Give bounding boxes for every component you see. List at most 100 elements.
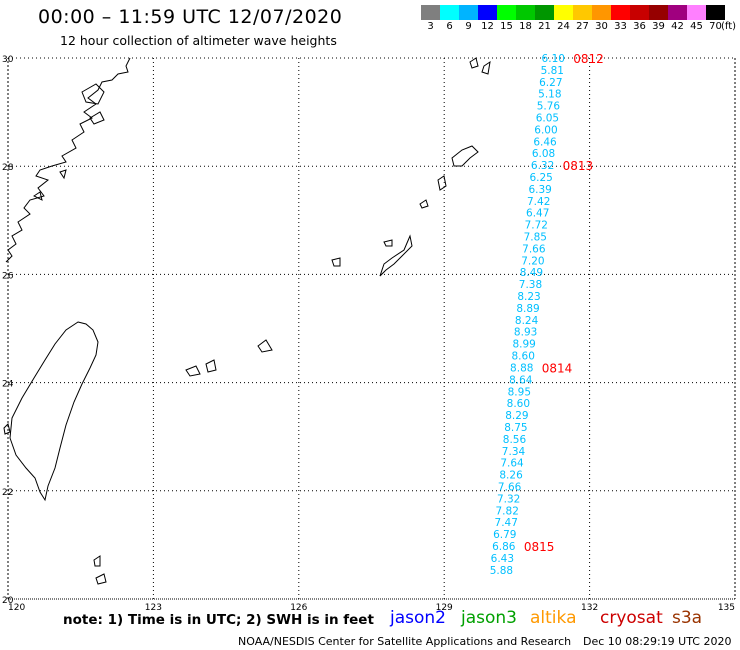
swh-value: 6.86 bbox=[492, 541, 516, 553]
lat-tick-label: 22 bbox=[2, 488, 13, 498]
swh-value: 8.95 bbox=[508, 386, 531, 398]
swh-value: 7.82 bbox=[496, 505, 519, 517]
okinawa-island bbox=[379, 234, 413, 277]
okinawa-island bbox=[383, 239, 393, 247]
swh-value: 7.66 bbox=[522, 243, 546, 255]
pass-time-label: 0812 bbox=[573, 52, 604, 66]
footer-credit: NOAA/NESDIS Center for Satellite Applica… bbox=[238, 635, 572, 648]
color-scale-label: 21 bbox=[538, 21, 551, 32]
swh-value: 8.89 bbox=[516, 303, 539, 315]
color-swatch bbox=[497, 5, 516, 20]
color-scale-unit: (ft) bbox=[721, 21, 737, 32]
swh-value: 6.39 bbox=[528, 184, 551, 196]
color-scale-label: 42 bbox=[671, 21, 684, 32]
map-title: 00:00 – 11:59 UTC 12/07/2020 bbox=[38, 6, 343, 28]
amami-island bbox=[451, 145, 479, 167]
lanyu-island bbox=[95, 573, 107, 585]
swh-value: 7.85 bbox=[524, 232, 547, 244]
color-scale-label: 33 bbox=[614, 21, 627, 32]
swh-value: 7.47 bbox=[495, 517, 518, 529]
color-scale-label: 18 bbox=[519, 21, 532, 32]
swh-value: 6.05 bbox=[536, 113, 559, 125]
wave-height-color-scale bbox=[421, 5, 725, 20]
coastline bbox=[3, 57, 491, 585]
swh-value: 8.60 bbox=[507, 398, 530, 410]
color-swatch bbox=[535, 5, 554, 20]
pass-time-label: 0815 bbox=[524, 540, 555, 554]
swh-value: 8.29 bbox=[505, 410, 528, 422]
color-swatch bbox=[421, 5, 440, 20]
lat-tick-label: 30 bbox=[2, 55, 14, 65]
lat-tick-label: 26 bbox=[2, 271, 14, 281]
swh-value: 5.76 bbox=[537, 101, 561, 113]
map-grid bbox=[7, 57, 736, 600]
swh-value: 8.23 bbox=[517, 291, 540, 303]
swh-value: 6.10 bbox=[542, 53, 565, 65]
satellite-legend-jason2: jason2 bbox=[390, 608, 446, 628]
color-scale-label: 24 bbox=[557, 21, 570, 32]
china-coastline bbox=[5, 57, 131, 263]
lon-tick-label: 135 bbox=[718, 603, 735, 613]
swh-value: 8.75 bbox=[504, 422, 527, 434]
satellite-legend-altika: altika bbox=[530, 608, 577, 628]
swh-value: 5.81 bbox=[541, 65, 564, 77]
lon-tick-label: 132 bbox=[581, 603, 598, 613]
ishigaki-island bbox=[205, 359, 217, 373]
lat-tick-label: 28 bbox=[2, 163, 14, 173]
color-scale-label: 3 bbox=[427, 21, 434, 32]
swh-value: 7.64 bbox=[500, 458, 524, 470]
color-scale-label: 6 bbox=[446, 21, 453, 32]
swh-value: 6.00 bbox=[534, 124, 557, 136]
swh-value: 8.60 bbox=[512, 351, 535, 363]
color-scale-label: 39 bbox=[652, 21, 665, 32]
swh-value: 8.64 bbox=[509, 374, 533, 386]
color-scale-label: 27 bbox=[576, 21, 589, 32]
swh-value: 8.93 bbox=[514, 327, 537, 339]
color-swatch bbox=[687, 5, 706, 20]
swh-value: 6.08 bbox=[532, 148, 555, 160]
amami-island bbox=[437, 175, 447, 191]
swh-value: 5.88 bbox=[490, 565, 513, 577]
swh-value: 7.66 bbox=[498, 481, 522, 493]
miyako-island bbox=[257, 339, 273, 353]
china-island bbox=[89, 111, 105, 125]
china-island bbox=[59, 169, 67, 180]
swh-value: 6.32 bbox=[531, 160, 554, 172]
amami-island bbox=[419, 199, 429, 209]
pass-time-label: 0814 bbox=[542, 361, 573, 375]
swh-value: 7.32 bbox=[497, 493, 520, 505]
swh-value: 6.47 bbox=[526, 208, 549, 220]
color-swatch bbox=[592, 5, 611, 20]
swh-value: 7.38 bbox=[519, 279, 542, 291]
swh-value: 7.34 bbox=[502, 446, 526, 458]
color-swatch bbox=[611, 5, 630, 20]
lat-tick-label: 20 bbox=[2, 596, 14, 606]
swh-value: 8.26 bbox=[499, 470, 523, 482]
color-swatch bbox=[573, 5, 592, 20]
penghu-island bbox=[3, 423, 11, 435]
color-swatch bbox=[668, 5, 687, 20]
lanyu-island bbox=[93, 555, 101, 567]
color-scale-labels: 3 6 9 12 15 18 21 24 27 30 33 36 39 42 45 70 bbox=[421, 21, 740, 33]
taiwan-coastline bbox=[9, 321, 99, 502]
kyushu-island bbox=[481, 60, 491, 75]
note-text: note: 1) Time is in UTC; 2) SWH is in fe… bbox=[63, 612, 374, 628]
swh-value: 6.79 bbox=[493, 529, 516, 541]
swh-value: 5.18 bbox=[538, 89, 561, 101]
lon-tick-label: 126 bbox=[290, 603, 307, 613]
china-island bbox=[81, 83, 105, 105]
okinawa-island bbox=[331, 257, 341, 267]
lon-tick-label: 129 bbox=[436, 603, 453, 613]
map-subtitle: 12 hour collection of altimeter wave hei… bbox=[60, 33, 337, 48]
swh-value: 6.25 bbox=[529, 172, 552, 184]
color-scale-label: 12 bbox=[481, 21, 494, 32]
swh-value: 7.72 bbox=[525, 220, 548, 232]
lon-tick-label: 120 bbox=[8, 603, 25, 613]
color-scale-label: 30 bbox=[595, 21, 608, 32]
color-swatch bbox=[478, 5, 497, 20]
color-swatch bbox=[649, 5, 668, 20]
satellite-legend-s3a: s3a bbox=[672, 608, 703, 628]
lat-tick-label: 24 bbox=[2, 380, 14, 390]
swh-value: 7.42 bbox=[527, 196, 550, 208]
